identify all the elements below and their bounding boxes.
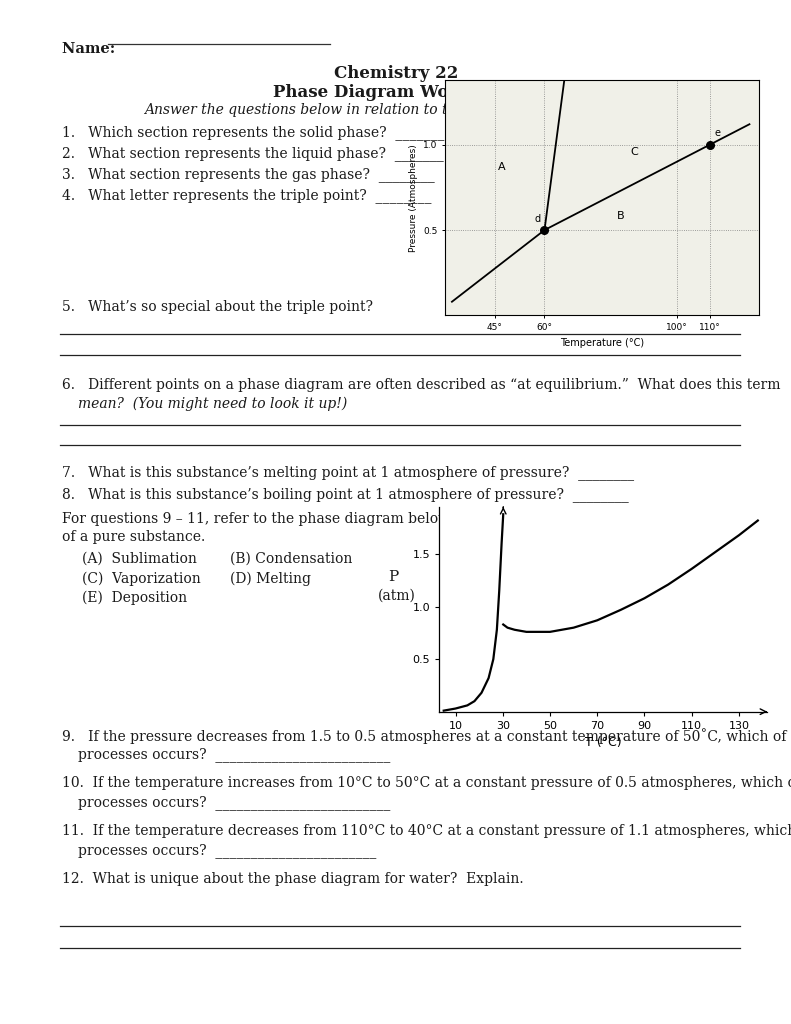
Text: 11.  If the temperature decreases from 110°C to 40°C at a constant pressure of 1: 11. If the temperature decreases from 11… [62, 824, 791, 838]
Text: e: e [715, 128, 721, 138]
Text: 5.   What’s so special about the triple point?: 5. What’s so special about the triple po… [62, 300, 373, 314]
Text: 9.   If the pressure decreases from 1.5 to 0.5 atmospheres at a constant tempera: 9. If the pressure decreases from 1.5 to… [62, 728, 791, 743]
Text: of a pure substance.: of a pure substance. [62, 530, 205, 544]
Text: Answer the questions below in relation to the following phase diagram.: Answer the questions below in relation t… [145, 103, 648, 117]
Text: 3.   What section represents the gas phase?  ________: 3. What section represents the gas phase… [62, 167, 435, 182]
Text: 10.  If the temperature increases from 10°C to 50°C at a constant pressure of 0.: 10. If the temperature increases from 10… [62, 776, 791, 790]
Text: 8.   What is this substance’s boiling point at 1 atmosphere of pressure?  ______: 8. What is this substance’s boiling poin… [62, 487, 629, 502]
X-axis label: Temperature (°C): Temperature (°C) [560, 338, 645, 347]
Text: 6.   Different points on a phase diagram are often described as “at equilibrium.: 6. Different points on a phase diagram a… [62, 378, 781, 392]
Text: Phase Diagram Worksheet: Phase Diagram Worksheet [273, 84, 519, 101]
Text: processes occurs?  _________________________: processes occurs? ______________________… [78, 746, 391, 762]
Text: (A)  Sublimation: (A) Sublimation [82, 552, 197, 566]
Text: C: C [630, 146, 638, 157]
Text: Name:: Name: [62, 42, 120, 56]
Text: B: B [617, 211, 625, 221]
Text: 1.   Which section represents the solid phase?  _______: 1. Which section represents the solid ph… [62, 125, 445, 140]
Text: processes occurs?  _______________________: processes occurs? ______________________… [78, 843, 377, 858]
Text: (atm): (atm) [378, 589, 416, 603]
Text: 2.   What section represents the liquid phase?  _______: 2. What section represents the liquid ph… [62, 146, 444, 161]
Text: d: d [535, 214, 541, 223]
Text: A: A [498, 162, 506, 172]
Text: P: P [388, 570, 398, 584]
Text: 4.   What letter represents the triple point?  ________: 4. What letter represents the triple poi… [62, 188, 432, 203]
Text: 7.   What is this substance’s melting point at 1 atmosphere of pressure?  ______: 7. What is this substance’s melting poin… [62, 465, 634, 480]
Text: processes occurs?  _________________________: processes occurs? ______________________… [78, 795, 391, 810]
Text: (D) Melting: (D) Melting [230, 572, 311, 587]
Text: (E)  Deposition: (E) Deposition [82, 591, 187, 605]
Text: mean?  (You might need to look it up!): mean? (You might need to look it up!) [78, 397, 347, 412]
Text: Chemistry 22: Chemistry 22 [334, 65, 458, 82]
Text: For questions 9 – 11, refer to the phase diagram below: For questions 9 – 11, refer to the phase… [62, 512, 450, 526]
Text: (C)  Vaporization: (C) Vaporization [82, 572, 201, 587]
Text: (B) Condensation: (B) Condensation [230, 552, 352, 566]
Text: 12.  What is unique about the phase diagram for water?  Explain.: 12. What is unique about the phase diagr… [62, 872, 524, 886]
X-axis label: T (°C): T (°C) [585, 736, 622, 750]
Y-axis label: Pressure (Atmospheres): Pressure (Atmospheres) [409, 143, 418, 252]
